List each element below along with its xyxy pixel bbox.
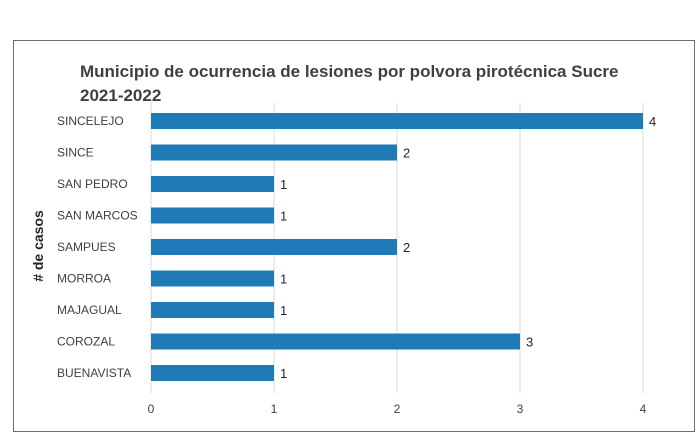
y-category-label: BUENAVISTA (57, 366, 131, 380)
bar-value-label: 3 (526, 335, 533, 350)
chart-frame: Municipio de ocurrencia de lesiones por … (13, 40, 695, 432)
bar-value-label: 4 (649, 114, 656, 129)
y-category-label: MAJAGUAL (57, 303, 122, 317)
x-tick-label: 4 (640, 402, 647, 416)
y-category-label: SAN MARCOS (57, 209, 138, 223)
bar-value-label: 2 (403, 240, 410, 255)
bar-majagual (151, 302, 274, 318)
bar-san-marcos (151, 207, 274, 224)
bar-layer (151, 113, 643, 381)
bar-san-pedro (151, 176, 274, 192)
bar-value-label: 1 (280, 303, 287, 318)
bar-buenavista (151, 365, 274, 381)
chart-title-line-1: Municipio de ocurrencia de lesiones por … (80, 62, 618, 81)
y-category-label: COROZAL (57, 335, 115, 349)
bar-value-label: 1 (280, 177, 287, 192)
bar-value-label: 1 (280, 366, 287, 381)
x-tick-label: 0 (148, 402, 155, 416)
x-tick-label: 3 (517, 402, 524, 416)
y-category-label: SAMPUES (57, 240, 116, 254)
bar-chart: Municipio de ocurrencia de lesiones por … (30, 62, 656, 416)
y-category-label: SINCELEJO (57, 114, 124, 128)
y-category-label: SAN PEDRO (57, 177, 128, 191)
bar-value-label: 2 (403, 146, 410, 161)
bar-morroa (151, 270, 274, 287)
y-category-label: SINCE (57, 146, 94, 160)
label-layer: 0 1 2 3 4 SINCELEJO 4 SINCE 2 SAN PEDRO 1 SAN MARCO… (57, 114, 656, 416)
bar-value-label: 1 (280, 272, 287, 287)
bar-sampues (151, 239, 397, 255)
x-tick-label: 1 (271, 402, 278, 416)
y-axis-title: # de casos (30, 210, 46, 282)
bar-corozal (151, 333, 520, 350)
x-tick-label: 2 (394, 402, 401, 416)
chart-title-line-2: 2021-2022 (80, 86, 161, 105)
bar-sincelejo (151, 113, 643, 129)
y-category-label: MORROA (57, 272, 111, 286)
bar-since (151, 144, 397, 161)
bar-value-label: 1 (280, 209, 287, 224)
